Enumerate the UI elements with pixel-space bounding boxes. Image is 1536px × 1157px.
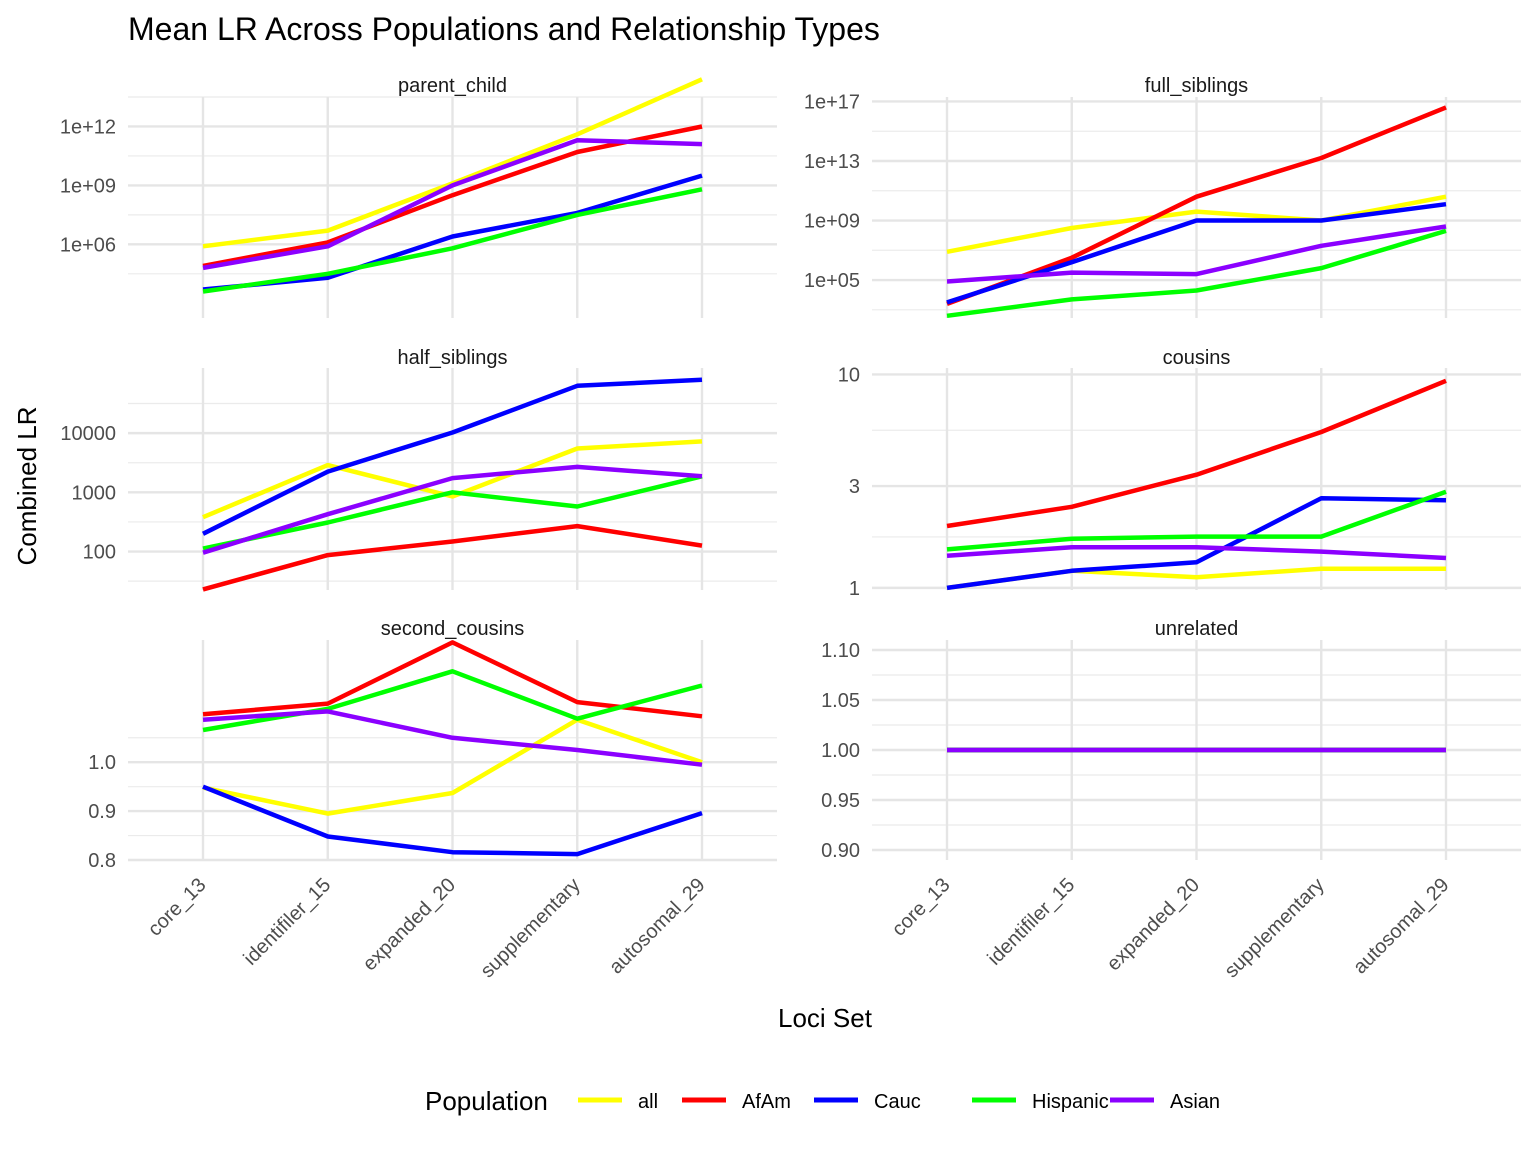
- legend-item-Cauc: Cauc: [814, 1091, 921, 1113]
- panel-parent_child: parent_child 1e+06 1e+09 1e+12: [60, 75, 777, 318]
- x-tick-label: identifiler_15: [984, 874, 1080, 970]
- series-line-Asian: [202, 709, 703, 767]
- y-tick-label: 1e+06: [60, 234, 116, 256]
- x-tick-label: supplementary: [476, 874, 584, 982]
- y-tick-label: 1.0: [88, 752, 116, 774]
- series-line-Cauc: [202, 784, 703, 857]
- series-line-Cauc: [201, 377, 703, 536]
- legend-item-AfAm: AfAm: [682, 1091, 791, 1113]
- panel-title: cousins: [1163, 347, 1231, 369]
- x-tick-label: identifiler_15: [240, 874, 336, 970]
- series-line-Asian: [202, 464, 703, 555]
- x-tick-label: expanded_20: [359, 874, 460, 975]
- x-tick-label: autosomal_29: [1349, 874, 1453, 978]
- legend-item-Asian: Asian: [1110, 1091, 1220, 1113]
- facet-panels: parent_child 1e+06 1e+09 1e+12 full_siblings…: [60, 75, 1521, 982]
- legend-label: AfAm: [742, 1091, 791, 1113]
- series-line-Hispanic: [946, 228, 1447, 319]
- panel-title: second_cousins: [381, 618, 524, 640]
- series-line-AfAm: [946, 378, 1447, 529]
- y-tick-label: 1.00: [821, 740, 860, 762]
- legend-label: Asian: [1170, 1091, 1220, 1113]
- x-tick-label: expanded_20: [1103, 874, 1204, 975]
- x-tick-label: supplementary: [1220, 874, 1328, 982]
- series-line-Cauc: [946, 495, 1447, 591]
- y-tick-label: 1e+12: [60, 116, 116, 138]
- series-line-all: [202, 439, 703, 520]
- y-axis-title: Combined LR: [12, 407, 42, 566]
- y-tick-label: 1.05: [821, 690, 860, 712]
- y-tick-label: 1e+09: [60, 175, 116, 197]
- panel-half_siblings: half_siblings 100 1000 10000: [60, 347, 777, 592]
- x-tick-label: core_13: [888, 874, 955, 941]
- panel-second_cousins: second_cousins 0.8 0.9 1.0 core_13 identifile…: [88, 618, 777, 982]
- series-line-all: [202, 717, 703, 816]
- y-tick-label: 10: [838, 364, 860, 386]
- series-line-AfAm: [202, 523, 703, 592]
- series-line-Hispanic: [202, 187, 703, 294]
- y-tick-label: 0.90: [821, 840, 860, 862]
- legend: Population all AfAm Cauc Hispanic Asian: [425, 1086, 1220, 1116]
- y-tick-label: 100: [83, 542, 116, 564]
- series-line-Hispanic: [946, 489, 1447, 552]
- legend-label: Hispanic: [1032, 1091, 1109, 1113]
- legend-label: all: [638, 1091, 658, 1113]
- panel-title: parent_child: [398, 75, 507, 97]
- series-line-Asian: [202, 137, 703, 271]
- x-tick-label: core_13: [144, 874, 211, 941]
- series-line-AfAm: [946, 105, 1447, 307]
- legend-label: Cauc: [874, 1091, 921, 1113]
- panel-title: unrelated: [1155, 618, 1238, 640]
- series-line-Hispanic: [202, 474, 703, 551]
- y-tick-label: 0.9: [88, 801, 116, 823]
- y-tick-label: 1.10: [821, 640, 860, 662]
- chart-title: Mean LR Across Populations and Relations…: [128, 11, 880, 47]
- x-tick-label: autosomal_29: [605, 874, 709, 978]
- panel-full_siblings: full_siblings 1e+05 1e+09 1e+13 1e+17: [804, 75, 1521, 319]
- y-tick-label: 1e+05: [804, 270, 860, 292]
- y-tick-label: 1e+13: [804, 151, 860, 173]
- legend-item-all: all: [578, 1091, 658, 1113]
- y-tick-label: 1e+17: [804, 91, 860, 113]
- panel-title: full_siblings: [1145, 75, 1248, 97]
- panel-title: half_siblings: [397, 347, 507, 369]
- panel-unrelated: unrelated 0.90 0.95 1.00 1.05 1.10 core_13 iden…: [821, 618, 1521, 982]
- y-tick-label: 0.95: [821, 790, 860, 812]
- series-line-Asian: [946, 545, 1447, 561]
- y-tick-label: 0.8: [88, 850, 116, 872]
- y-tick-label: 3: [849, 476, 860, 498]
- y-tick-label: 1e+09: [804, 211, 860, 233]
- y-tick-label: 1: [849, 578, 860, 600]
- series-line-Asian: [946, 224, 1447, 284]
- x-axis-title: Loci Set: [778, 1003, 873, 1033]
- panel-cousins: cousins 1 3 10: [838, 347, 1521, 600]
- series-line-all: [946, 194, 1447, 255]
- y-tick-label: 10000: [60, 423, 116, 445]
- legend-title: Population: [425, 1086, 548, 1116]
- y-tick-label: 1000: [72, 482, 117, 504]
- legend-item-Hispanic: Hispanic: [972, 1091, 1109, 1113]
